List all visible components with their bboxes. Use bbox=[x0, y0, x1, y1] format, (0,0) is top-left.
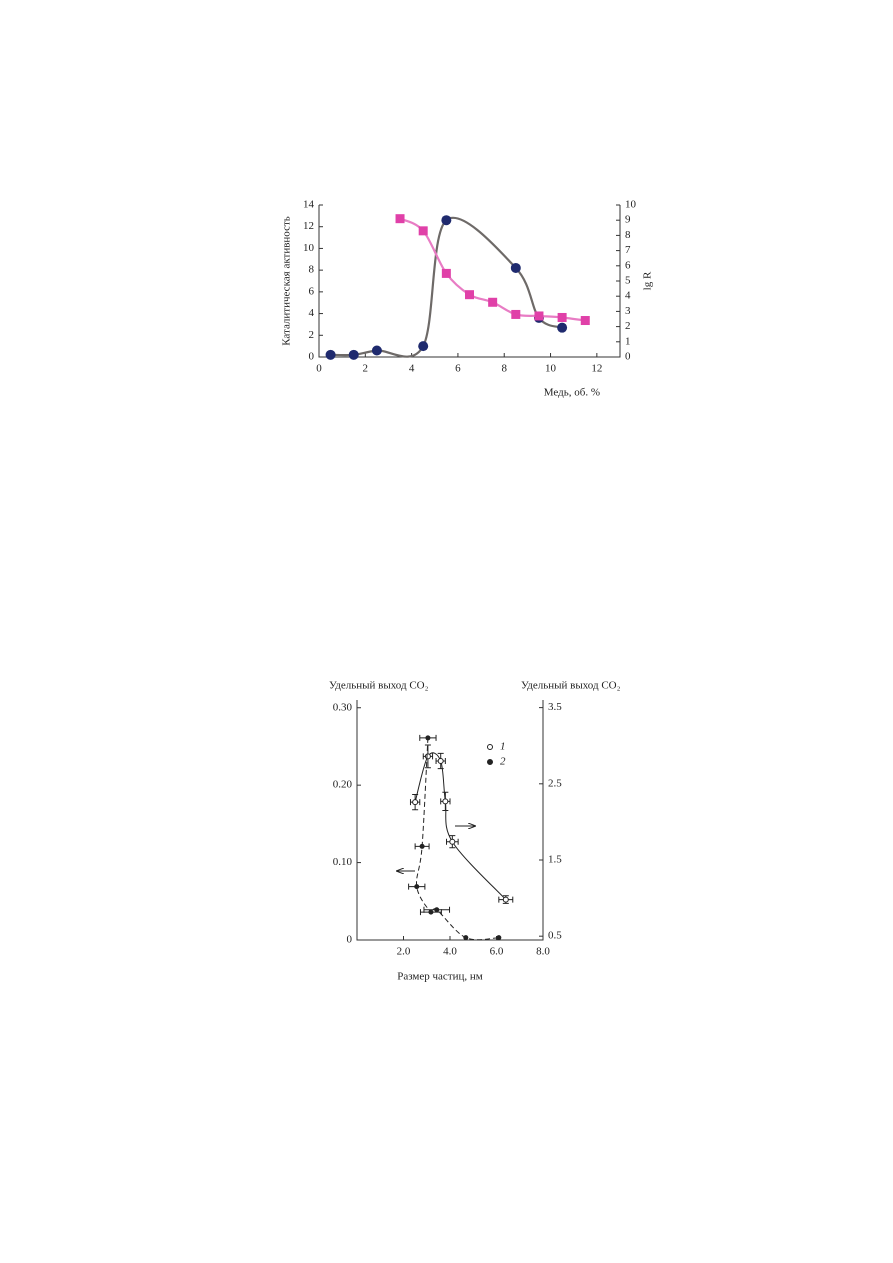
x-tick-label: 10 bbox=[545, 363, 557, 375]
point bbox=[418, 226, 428, 236]
y2-tick-label: 7 bbox=[625, 244, 631, 256]
x-tick-label: 4.0 bbox=[443, 946, 457, 958]
point bbox=[348, 349, 359, 360]
y-tick-label: 4 bbox=[309, 307, 315, 319]
x-tick-label: 4 bbox=[409, 363, 415, 375]
x-tick-label: 8 bbox=[501, 363, 507, 375]
y-axis-label: Удельный выход CO₂ bbox=[329, 680, 429, 692]
point bbox=[442, 798, 449, 805]
point bbox=[502, 896, 509, 903]
y-tick-label: 6 bbox=[309, 285, 315, 297]
y2-tick-label: 4 bbox=[625, 290, 631, 302]
y2-axis-label: lg R bbox=[642, 271, 654, 290]
x-axis-label: Размер частиц, нм bbox=[397, 971, 483, 983]
x-tick-label: 0 bbox=[316, 363, 322, 375]
x-tick-label: 2 bbox=[363, 363, 369, 375]
y2-tick-label: 2.5 bbox=[548, 777, 562, 789]
point bbox=[434, 907, 440, 913]
point bbox=[463, 935, 469, 941]
point bbox=[428, 909, 434, 915]
point bbox=[414, 884, 420, 890]
legend-marker bbox=[487, 759, 493, 765]
point bbox=[418, 341, 429, 352]
series-line bbox=[330, 216, 563, 358]
point bbox=[580, 316, 590, 326]
y-tick-label: 0 bbox=[347, 934, 353, 946]
legend-label: 2 bbox=[500, 756, 506, 768]
point bbox=[557, 322, 568, 333]
y2-tick-label: 8 bbox=[625, 229, 631, 241]
y-tick-label: 10 bbox=[303, 242, 315, 254]
y2-tick-label: 9 bbox=[625, 214, 631, 226]
legend-label: 1 bbox=[500, 741, 506, 753]
y-axis-label: Каталитическая активность bbox=[281, 216, 293, 346]
point bbox=[437, 757, 444, 764]
point bbox=[419, 843, 425, 849]
point bbox=[425, 735, 431, 741]
y-tick-label: 2 bbox=[309, 329, 315, 341]
y2-tick-label: 1.5 bbox=[548, 854, 562, 866]
axes bbox=[356, 700, 544, 941]
x-axis-label: Медь, об. % bbox=[544, 387, 600, 399]
point bbox=[325, 349, 336, 360]
point bbox=[534, 311, 544, 321]
y2-tick-label: 0 bbox=[625, 351, 631, 363]
y2-tick-label: 10 bbox=[625, 199, 637, 211]
point bbox=[488, 297, 498, 307]
y-tick-label: 0.20 bbox=[333, 779, 353, 791]
point bbox=[412, 799, 419, 806]
point bbox=[424, 753, 431, 760]
y2-tick-label: 3 bbox=[625, 305, 631, 317]
point bbox=[371, 345, 382, 356]
x-tick-label: 8.0 bbox=[536, 946, 550, 958]
y2-tick-label: 2 bbox=[625, 320, 631, 332]
legend-marker bbox=[487, 744, 493, 750]
point bbox=[441, 268, 451, 278]
point bbox=[496, 935, 502, 941]
point bbox=[465, 290, 474, 300]
axes bbox=[318, 205, 621, 358]
point bbox=[449, 838, 456, 845]
y-tick-label: 0 bbox=[309, 351, 315, 363]
x-tick-label: 6.0 bbox=[490, 946, 504, 958]
y-tick-label: 8 bbox=[309, 264, 315, 276]
y2-tick-label: 3.5 bbox=[548, 701, 562, 713]
x-tick-label: 12 bbox=[591, 363, 602, 375]
y2-tick-label: 0.5 bbox=[548, 930, 562, 942]
point bbox=[510, 262, 521, 273]
point bbox=[557, 312, 567, 322]
y2-axis-label: Удельный выход CO₂ bbox=[521, 680, 621, 692]
point bbox=[441, 215, 452, 226]
x-tick-label: 6 bbox=[455, 363, 461, 375]
point bbox=[395, 214, 405, 224]
y-tick-label: 12 bbox=[303, 220, 314, 232]
y2-tick-label: 6 bbox=[625, 259, 631, 271]
y2-tick-label: 1 bbox=[625, 335, 631, 347]
y2-tick-label: 5 bbox=[625, 275, 631, 287]
point bbox=[511, 309, 521, 319]
y-tick-label: 0.10 bbox=[333, 856, 353, 868]
y-tick-label: 0.30 bbox=[333, 701, 353, 713]
x-tick-label: 2.0 bbox=[397, 946, 411, 958]
y-tick-label: 14 bbox=[303, 199, 315, 211]
